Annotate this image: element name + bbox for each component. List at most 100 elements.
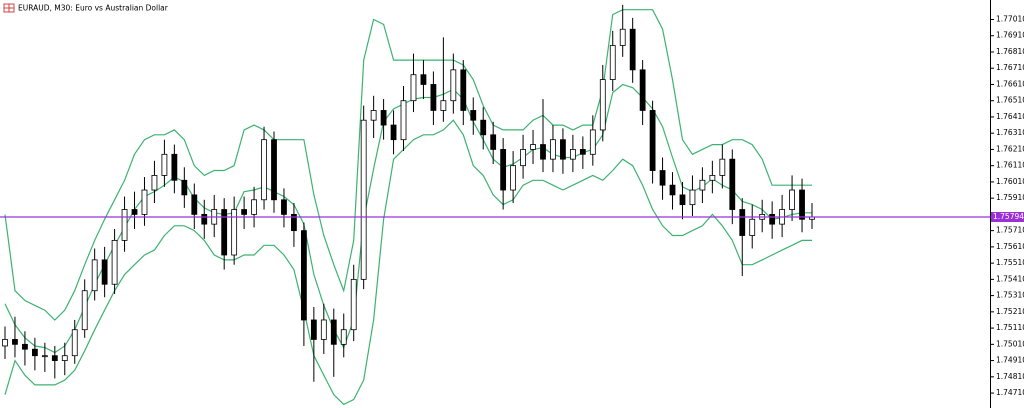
candle-body	[2, 339, 8, 347]
candle-body	[440, 100, 447, 111]
candle	[330, 308, 337, 377]
candle	[360, 105, 367, 290]
candle	[171, 144, 178, 194]
candle	[739, 198, 746, 277]
candle-body	[799, 189, 805, 220]
candle	[769, 201, 776, 239]
candle	[91, 248, 98, 301]
y-tick-label: 1.77010	[996, 14, 1024, 23]
candle	[271, 131, 277, 213]
candle-body	[61, 355, 68, 361]
candle-body	[599, 79, 606, 131]
y-tick-label: 1.75610	[996, 242, 1024, 251]
candle	[749, 204, 756, 249]
candle	[500, 138, 507, 210]
last-price-label: 1.75794	[993, 212, 1024, 221]
y-tick-label: 1.76310	[996, 128, 1024, 137]
candle-body	[470, 110, 477, 121]
candle-body	[699, 179, 706, 191]
candle	[151, 160, 158, 204]
candle-body	[769, 213, 776, 225]
candle	[709, 160, 716, 194]
candle-body	[181, 179, 188, 196]
candle	[689, 175, 696, 217]
y-tick-label: 1.74710	[996, 388, 1024, 397]
candle-body	[320, 319, 327, 340]
candle	[560, 128, 566, 174]
candle-body	[739, 209, 746, 236]
candle-body	[649, 110, 656, 171]
candle-body	[430, 84, 437, 111]
candle-body	[251, 199, 257, 215]
candle-body	[729, 158, 736, 210]
candle	[520, 134, 526, 179]
candle	[161, 139, 168, 187]
y-tick-label: 1.75910	[996, 193, 1024, 202]
candle	[569, 134, 576, 173]
candle-body	[151, 175, 158, 191]
y-tick-label: 1.75710	[996, 226, 1024, 235]
y-tick-label: 1.75410	[996, 274, 1024, 283]
y-tick-label: 1.76110	[996, 161, 1024, 170]
candle-body	[619, 28, 626, 46]
candle	[639, 60, 646, 126]
candle-body	[191, 194, 198, 215]
candle-body	[380, 110, 387, 126]
candle-body	[749, 218, 756, 236]
candle	[251, 186, 257, 228]
candle	[191, 183, 198, 230]
candle	[659, 157, 666, 200]
candle-body	[31, 348, 38, 357]
y-tick-label: 1.74910	[996, 356, 1024, 365]
candle	[12, 316, 18, 358]
candle	[699, 167, 706, 204]
candle	[350, 264, 357, 342]
candle	[370, 95, 377, 139]
candle-body	[310, 319, 317, 340]
candle	[490, 121, 497, 165]
candle-body	[12, 339, 18, 345]
y-tick-label: 1.75510	[996, 258, 1024, 267]
candle-body	[141, 189, 148, 215]
candle-body	[71, 329, 78, 357]
candle-body	[579, 149, 586, 155]
candle	[131, 191, 138, 230]
candle-body	[550, 139, 556, 160]
candle	[111, 229, 118, 294]
candle-body	[51, 355, 58, 361]
candle-body	[360, 119, 367, 280]
candle-body	[500, 149, 507, 191]
candle	[2, 326, 8, 359]
band-upper	[4, 9, 812, 321]
candle	[550, 125, 556, 173]
candle-body	[609, 45, 616, 80]
candle	[71, 319, 78, 364]
candle-body	[789, 189, 795, 210]
candle-body	[540, 144, 546, 160]
candle-body	[560, 139, 566, 160]
candle	[380, 99, 387, 140]
candle-body	[659, 170, 666, 186]
candle	[410, 53, 417, 113]
candle-body	[350, 278, 357, 331]
candle-body	[709, 175, 716, 181]
candle-body	[639, 69, 646, 111]
candle	[320, 303, 327, 355]
symbol-icon	[3, 3, 15, 13]
y-tick-label: 1.76710	[996, 63, 1024, 72]
y-tick-label: 1.76910	[996, 31, 1024, 40]
candle-body	[689, 189, 696, 206]
candle	[460, 60, 467, 126]
candle	[281, 188, 287, 228]
candle-body	[81, 290, 88, 331]
candle-body	[201, 213, 208, 225]
candle	[22, 331, 28, 366]
y-tick-label: 1.76010	[996, 177, 1024, 186]
y-tick-label: 1.75110	[996, 323, 1024, 332]
candle	[679, 181, 686, 220]
candle-body	[261, 139, 267, 201]
candle	[729, 149, 736, 225]
candle	[221, 198, 228, 270]
